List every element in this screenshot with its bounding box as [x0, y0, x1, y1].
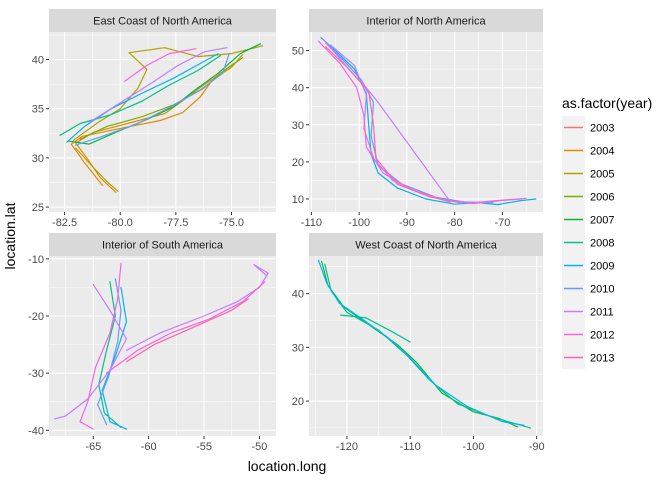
- strip-label-interior-of-north-america: Interior of North America: [366, 16, 486, 28]
- y-tick-label: 30: [292, 120, 304, 132]
- x-axis-title: location.long: [248, 458, 327, 474]
- minor-gridlines-west-coast-of-north-america: [309, 256, 543, 436]
- x-tick-label: -70: [494, 217, 510, 229]
- y-tick-label: 40: [32, 55, 44, 67]
- x-tick-label: -110: [301, 217, 322, 229]
- track-line-2008: [340, 314, 411, 343]
- x-tick-label: -80: [447, 217, 463, 229]
- track-line-2008: [59, 54, 221, 136]
- track-line-2012: [79, 262, 122, 430]
- track-line-2011: [88, 47, 228, 124]
- track-line-2012: [105, 281, 266, 374]
- legend-label-2006: 2006: [590, 192, 614, 204]
- track-line-2004: [70, 62, 235, 186]
- y-tick-label: -20: [28, 311, 44, 323]
- track-line-2007: [68, 43, 261, 145]
- legend-label-2003: 2003: [590, 123, 614, 135]
- strip-label-east-coast-of-north-america: East Coast of North America: [93, 16, 233, 28]
- y-tick-label: 10: [292, 194, 304, 206]
- panel-west-coast: West Coast of North America -120 -110 -100 -…: [292, 233, 545, 453]
- plot-background-interior-of-south-america: [49, 256, 276, 436]
- legend-label-2011: 2011: [590, 307, 614, 319]
- strip-interior-of-north-america: [309, 9, 543, 32]
- major-gridlines-interior-of-south-america: [49, 256, 276, 436]
- minor-gridlines-interior-of-north-america: [309, 32, 543, 212]
- legend-label-2009: 2009: [590, 261, 614, 273]
- x-tick-label: -80.0: [108, 217, 133, 229]
- tracks-east-coast-of-north-america: [59, 43, 264, 193]
- y-tick-label: 20: [292, 396, 304, 408]
- strip-interior-of-south-america: [49, 233, 276, 256]
- track-line-2010: [75, 52, 230, 146]
- track-line-2013: [325, 46, 460, 204]
- y-tick-label: 35: [32, 104, 44, 116]
- legend-label-2012: 2012: [590, 330, 614, 342]
- minor-gridlines-interior-of-south-america: [49, 256, 276, 436]
- legend-label-2010: 2010: [590, 284, 614, 296]
- track-line-2012: [318, 40, 527, 204]
- x-tick-label: -90: [529, 441, 545, 453]
- track-line-2005: [75, 147, 119, 192]
- x-tick-label: -100: [462, 441, 484, 453]
- strip-east-coast-of-north-america: [49, 9, 276, 32]
- track-line-2009: [320, 36, 537, 206]
- y-tick-label: 40: [292, 289, 304, 301]
- legend: as.factor(year) 2003 2004 2005 2006 2007 2008…: [562, 95, 652, 369]
- major-gridlines-interior-of-north-america: [309, 32, 543, 212]
- panel-interior-south-america: Interior of South America -65 -60 -55 -50 -40…: [28, 233, 276, 453]
- x-tick-label: -77.5: [163, 217, 188, 229]
- track-line-2011: [125, 264, 269, 351]
- y-axis-title: location.lat: [2, 202, 18, 269]
- x-tick-label: -50: [251, 441, 267, 453]
- y-tick-label: 25: [32, 202, 44, 214]
- major-gridlines-east-coast-of-north-america: [49, 32, 276, 212]
- y-tick-label: -30: [28, 368, 44, 380]
- x-tick-label: -90: [399, 217, 415, 229]
- x-tick-label: -55: [196, 441, 212, 453]
- track-line-2008: [98, 281, 122, 428]
- legend-keys: 2003 2004 2005 2006 2007 2008 2009 2010 2011 2012…: [562, 116, 614, 369]
- tracks-interior-of-north-america: [318, 36, 537, 206]
- track-line-2009: [66, 52, 219, 143]
- x-tick-label: -75.0: [219, 217, 244, 229]
- x-tick-label: -60: [141, 441, 157, 453]
- legend-label-2007: 2007: [590, 215, 614, 227]
- x-tick-label: -110: [400, 441, 421, 453]
- x-tick-label: -82.5: [52, 217, 77, 229]
- plot-background-west-coast-of-north-america: [309, 256, 543, 436]
- x-tick-label: -65: [85, 441, 101, 453]
- panel-interior-north-america: Interior of North America -110 -100 -90 -80 -…: [292, 9, 543, 229]
- major-gridlines-west-coast-of-north-america: [309, 256, 543, 436]
- x-tick-label: -120: [336, 441, 358, 453]
- track-line-2009: [101, 286, 128, 430]
- y-tick-label: -10: [28, 254, 44, 266]
- plot-background-interior-of-north-america: [309, 32, 543, 212]
- y-tick-label: 40: [292, 83, 304, 95]
- track-line-2012: [124, 48, 197, 82]
- y-tick-label: 50: [292, 46, 304, 58]
- y-tick-label: 30: [292, 342, 304, 354]
- strip-label-interior-of-south-america: Interior of South America: [102, 240, 224, 252]
- y-tick-label: -40: [28, 425, 44, 437]
- strip-west-coast-of-north-america: [309, 233, 543, 256]
- legend-label-2004: 2004: [590, 146, 614, 158]
- track-line-2010: [325, 42, 494, 204]
- panel-east-coast: East Coast of North America -82.5 -80.0 -77…: [32, 9, 276, 229]
- strip-label-west-coast-of-north-america: West Coast of North America: [355, 240, 498, 252]
- track-line-2013: [125, 298, 249, 363]
- legend-label-2013: 2013: [590, 353, 614, 365]
- y-tick-label: 30: [32, 153, 44, 165]
- legend-title: as.factor(year): [562, 95, 652, 111]
- x-tick-label: -100: [348, 217, 370, 229]
- tracks-west-coast-of-north-america: [317, 259, 532, 429]
- tracks-interior-of-south-america: [53, 262, 269, 430]
- legend-label-2008: 2008: [590, 238, 614, 250]
- track-line-2010: [97, 278, 122, 426]
- y-tick-label: 20: [292, 157, 304, 169]
- track-line-2009: [317, 259, 525, 426]
- legend-label-2005: 2005: [590, 169, 614, 181]
